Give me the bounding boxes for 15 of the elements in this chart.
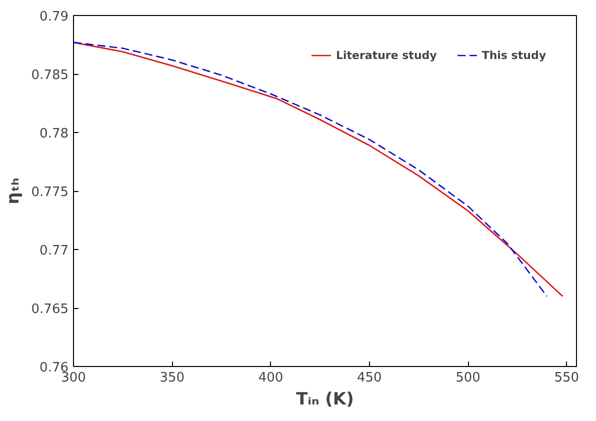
y-axis-title: ηₜₕ xyxy=(3,178,24,204)
y-tick-label: 0.78 xyxy=(40,126,69,142)
y-tick-label: 0.77 xyxy=(40,244,69,258)
x-tick-label: 400 xyxy=(258,370,284,386)
x-axis-title: Tᵢₙ (K) xyxy=(296,390,354,410)
x-tick-label: 350 xyxy=(160,370,185,386)
legend-label: This study xyxy=(482,48,546,62)
y-tick-label: 0.775 xyxy=(31,185,68,200)
y-tick-label: 0.765 xyxy=(31,302,68,317)
legend-label: Literature study xyxy=(336,48,437,62)
x-tick-label: 450 xyxy=(356,370,382,386)
x-tick-label: 500 xyxy=(456,370,480,386)
x-tick-label: 550 xyxy=(554,370,580,386)
y-tick-label: 0.785 xyxy=(31,68,68,83)
y-tick-label: 0.79 xyxy=(40,10,69,24)
